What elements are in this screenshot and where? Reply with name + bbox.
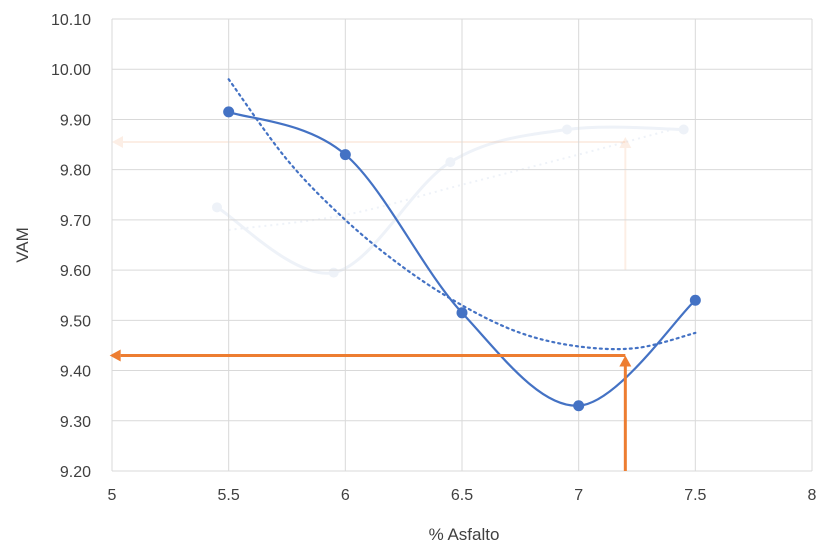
axes: 5 5.5 6 6.5 7 7.5 8 9.20 9.30 9.40 9.50 9.60 9.70 9.8… xyxy=(51,12,817,504)
ghost-trendline xyxy=(228,128,673,231)
x-tick-label-4: 7 xyxy=(574,487,583,504)
x-tick-label-3: 6.5 xyxy=(451,487,473,504)
ghost-arrow-1-head xyxy=(112,136,123,149)
y-tick-label-4: 9.60 xyxy=(60,263,91,280)
ghost-arrow-0-head xyxy=(619,137,632,149)
data-point-4 xyxy=(689,294,701,306)
ghost-series-line xyxy=(216,125,684,275)
ghost-arrow-0 xyxy=(619,137,632,271)
gridlines xyxy=(111,18,813,472)
y-tick-label-1: 9.30 xyxy=(60,414,91,431)
data-point-0 xyxy=(223,106,235,118)
y-axis-title: VAM xyxy=(13,227,32,263)
x-tick-label-5: 7.5 xyxy=(684,487,706,504)
y-tick-label-0: 9.20 xyxy=(60,464,91,481)
x-tick-label-1: 5.5 xyxy=(218,487,240,504)
y-tick-label-9: 10.10 xyxy=(51,12,91,29)
ghost-point-0 xyxy=(212,202,222,213)
y-tick-label-6: 9.80 xyxy=(60,163,91,180)
y-tick-label-2: 9.40 xyxy=(60,364,91,381)
x-tick-label-2: 6 xyxy=(341,487,350,504)
annotation-arrow-1 xyxy=(109,349,626,362)
trendline xyxy=(227,78,697,351)
y-tick-label-3: 9.50 xyxy=(60,313,91,330)
y-tick-label-5: 9.70 xyxy=(60,213,91,230)
annotation-arrow-0-head xyxy=(619,355,632,367)
y-tick-label-8: 10.00 xyxy=(51,62,91,79)
annotation-arrow-1-head xyxy=(109,349,121,362)
x-tick-label-0: 5 xyxy=(108,487,117,504)
annotation-arrow-0 xyxy=(619,355,632,471)
ghost-point-1 xyxy=(328,267,339,278)
ghost-point-4 xyxy=(678,124,689,135)
ghost-arrow-1 xyxy=(112,136,626,149)
data-point-3 xyxy=(573,400,585,412)
x-tick-label-6: 8 xyxy=(808,487,817,504)
trendline-path xyxy=(227,78,697,351)
data-point-1 xyxy=(339,149,351,161)
y-tick-label-7: 9.90 xyxy=(60,112,91,129)
ghost-point-3 xyxy=(562,124,572,135)
annotation-arrows xyxy=(109,349,632,471)
faded-background-chart xyxy=(112,124,689,278)
data-point-2 xyxy=(456,307,468,319)
ghost-point-2 xyxy=(445,157,456,168)
vam-series xyxy=(223,106,701,412)
x-axis-title: % Asfalto xyxy=(429,525,500,544)
